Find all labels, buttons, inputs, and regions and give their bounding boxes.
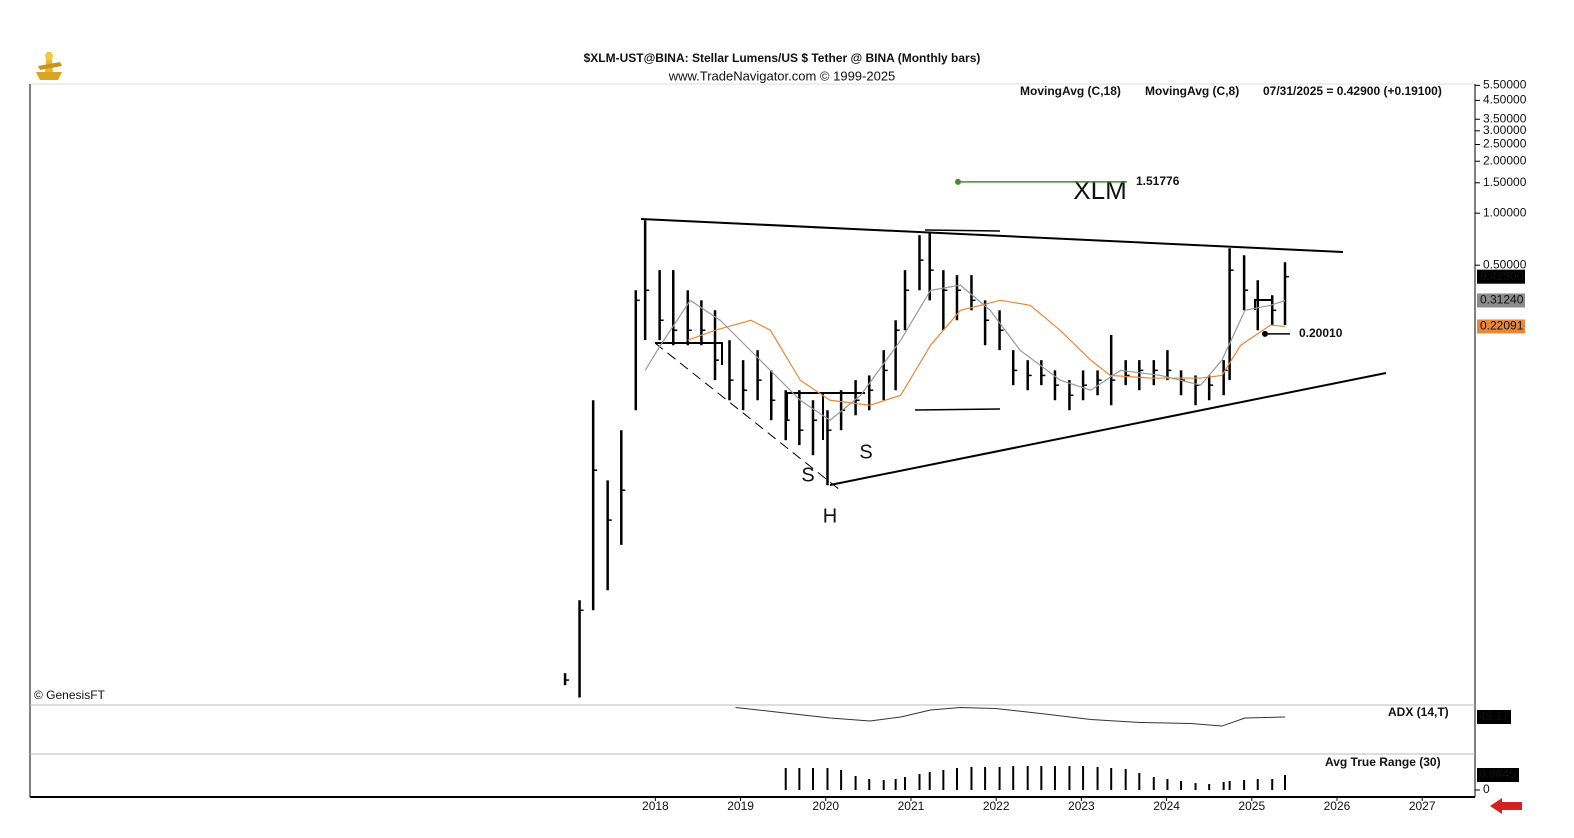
dashed-line — [654, 342, 841, 491]
annotation: S — [859, 441, 872, 463]
y-tick-label: 1.50000 — [1483, 175, 1527, 189]
chart-subtitle: www.TradeNavigator.com © 1999-2025 — [668, 68, 896, 83]
price-box — [1477, 269, 1525, 284]
y-tick-label: 5.50000 — [1483, 78, 1527, 92]
y-tick-label: 0.50000 — [1483, 257, 1527, 271]
box-line — [655, 342, 723, 365]
x-tick-label: 2020 — [812, 799, 839, 813]
x-tick-label: 2023 — [1068, 799, 1095, 813]
y-tick-label: 4.50000 — [1483, 93, 1527, 107]
price-box-label: 0.31240 — [1480, 293, 1524, 307]
x-tick-label: 2025 — [1238, 799, 1265, 813]
x-tick-label: 2027 — [1409, 799, 1436, 813]
level-label: 0.20010 — [1299, 326, 1343, 340]
x-tick-label: 2018 — [642, 799, 669, 813]
price-box — [1477, 293, 1525, 308]
support-line — [829, 372, 1387, 486]
y-tick-label: 3.00000 — [1483, 123, 1527, 137]
value-box — [1477, 709, 1511, 724]
moving-average — [687, 299, 1286, 406]
x-tick-label: 2019 — [727, 799, 754, 813]
indicator-line — [735, 707, 1286, 727]
quote: 07/31/2025 = 0.42900 (+0.19100) — [1263, 84, 1442, 98]
moving-average — [644, 284, 1286, 421]
x-tick-label: 2026 — [1324, 799, 1351, 813]
y-tick-label: 3.50000 — [1483, 111, 1527, 125]
logo — [36, 52, 62, 80]
level-dot — [1262, 330, 1268, 337]
value-box-label: 0.0845 — [1479, 767, 1516, 781]
y-tick-label: 2.50000 — [1483, 137, 1527, 151]
x-tick-label: 2021 — [898, 799, 925, 813]
credit: © GenesisFT — [34, 688, 106, 702]
legend-entry: MovingAvg (C,18) — [1020, 84, 1121, 98]
panel-title: Avg True Range (30) — [1325, 755, 1441, 769]
panel-title: ADX (14,T) — [1388, 705, 1449, 719]
y-tick-label: 0 — [1483, 782, 1490, 796]
drawings — [640, 218, 1387, 491]
annotation: H — [823, 505, 837, 527]
annotation: XLM — [1073, 175, 1126, 205]
price-box-label: 0.22091 — [1480, 319, 1524, 333]
y-tick-label: 2.00000 — [1483, 153, 1527, 167]
price-box-label: 0.42900 — [1480, 269, 1524, 283]
chart-title: $XLM-UST@BINA: Stellar Lumens/US $ Tethe… — [584, 51, 981, 65]
short-line — [924, 229, 1001, 232]
short-line — [914, 408, 1001, 411]
resistance-line — [640, 218, 1344, 253]
legend-entry: MovingAvg (C,8) — [1145, 84, 1239, 98]
frame — [29, 83, 1476, 798]
value-box — [1477, 768, 1519, 783]
x-tick-label: 2022 — [983, 799, 1010, 813]
level-dot — [955, 178, 961, 185]
x-tick-label: 2024 — [1153, 799, 1180, 813]
annotation: S — [801, 464, 814, 486]
level-label: 1.51776 — [1136, 174, 1180, 188]
price-box — [1477, 319, 1525, 334]
box-line — [786, 392, 865, 420]
value-box-label: 45.17 — [1479, 709, 1509, 723]
scroll-arrow[interactable] — [1490, 798, 1522, 814]
y-tick-label: 1.00000 — [1483, 205, 1527, 219]
